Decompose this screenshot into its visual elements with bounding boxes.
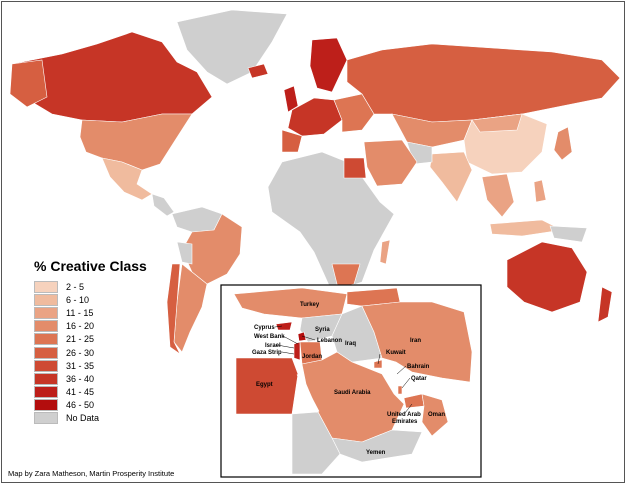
canada (11, 31, 213, 123)
legend-item: 16 - 20 (34, 320, 147, 333)
inset-qatar (397, 385, 403, 395)
legend: % Creative Class 2 - 5 6 - 10 11 - 15 16 - … (34, 258, 147, 425)
legend-label: 41 - 45 (66, 387, 95, 398)
philippines (533, 179, 547, 203)
legend-label: 26 - 30 (66, 347, 95, 358)
legend-item: 11 - 15 (34, 306, 147, 319)
label-oman: Oman (428, 412, 445, 418)
legend-item: 36 - 40 (34, 372, 147, 385)
madagascar (379, 239, 391, 265)
legend-label: 16 - 20 (66, 321, 95, 332)
legend-item: 6 - 10 (34, 293, 147, 306)
label-lebanon: Lebanon (317, 338, 342, 344)
legend-swatch (34, 359, 58, 372)
legend-label: 6 - 10 (66, 294, 90, 305)
label-saudi-arabia: Saudi Arabia (334, 390, 371, 396)
russia (346, 43, 621, 123)
legend-swatch (34, 293, 58, 306)
label-jordan: Jordan (302, 354, 322, 360)
legend-swatch (34, 333, 58, 346)
legend-label: 11 - 15 (66, 307, 94, 318)
legend-item: No Data (34, 412, 147, 425)
inset-yemen (331, 429, 423, 463)
australia (506, 241, 588, 313)
chile (166, 263, 181, 355)
label-turkey: Turkey (300, 302, 320, 308)
label-israel: Israel (265, 343, 281, 349)
northern-south-america (171, 206, 223, 233)
india (429, 151, 473, 203)
legend-swatch (34, 306, 58, 319)
legend-swatch (34, 346, 58, 359)
alaska (9, 59, 48, 108)
new-zealand (597, 286, 613, 323)
united-kingdom (283, 85, 299, 113)
indonesia (489, 219, 563, 237)
legend-swatch (34, 412, 58, 425)
legend-item: 2 - 5 (34, 280, 147, 293)
mongolia (471, 113, 523, 133)
inset-lebanon (297, 331, 307, 342)
label-yemen: Yemen (366, 450, 386, 456)
leader-lines (274, 325, 413, 414)
label-iran: Iran (410, 338, 421, 344)
legend-swatch (34, 399, 58, 412)
inset-oman (421, 393, 449, 437)
inset-egypt (235, 357, 299, 415)
map-credit: Map by Zara Matheson, Martin Prosperity … (8, 469, 175, 478)
united-states (79, 113, 193, 171)
western-europe (287, 97, 343, 137)
legend-swatch (34, 320, 58, 333)
middle-east-world (363, 139, 418, 187)
inset-syria (299, 313, 343, 343)
middle-east-inset: Turkey Cyprus Syria West Bank Lebanon Ir… (220, 284, 482, 478)
label-uae-line1: United Arab (387, 412, 421, 418)
iberia (281, 129, 303, 153)
legend-item: 26 - 30 (34, 346, 147, 359)
label-cyprus: Cyprus (254, 325, 275, 331)
legend-label: 36 - 40 (66, 373, 95, 384)
legend-item: 21 - 25 (34, 333, 147, 346)
label-west-bank: West Bank (254, 334, 285, 340)
label-bahrain: Bahrain (407, 364, 430, 370)
label-qatar: Qatar (411, 376, 427, 382)
new-guinea (549, 225, 588, 243)
label-gaza-strip: Gaza Strip (252, 350, 282, 356)
legend-label: 46 - 50 (66, 400, 95, 411)
central-america (151, 193, 175, 217)
label-syria: Syria (315, 327, 330, 333)
label-uae-line2: Emirates (392, 419, 418, 425)
legend-label: 21 - 25 (66, 334, 95, 345)
legend-swatch (34, 372, 58, 385)
legend-swatch (34, 386, 58, 399)
label-iraq: Iraq (345, 341, 356, 347)
inset-cyprus (275, 321, 293, 331)
legend-label: 2 - 5 (66, 281, 85, 292)
legend-title: % Creative Class (34, 258, 147, 274)
iceland (247, 63, 269, 79)
inset-israel (293, 341, 301, 361)
legend-item: 46 - 50 (34, 399, 147, 412)
legend-item: 41 - 45 (34, 386, 147, 399)
legend-label: 31 - 35 (66, 360, 95, 371)
japan (553, 126, 573, 161)
egypt-world (343, 157, 367, 179)
south-africa (331, 263, 361, 289)
southeast-asia (481, 173, 515, 218)
legend-swatch (34, 280, 58, 293)
legend-rows: 2 - 5 6 - 10 11 - 15 16 - 20 21 - 25 26 - 30 3… (34, 280, 147, 425)
scandinavia (309, 37, 348, 93)
label-kuwait: Kuwait (386, 350, 406, 356)
label-egypt: Egypt (256, 382, 273, 388)
legend-item: 31 - 35 (34, 359, 147, 372)
inset-iran (361, 301, 473, 383)
bolivia (176, 241, 193, 265)
legend-label: No Data (66, 413, 100, 424)
